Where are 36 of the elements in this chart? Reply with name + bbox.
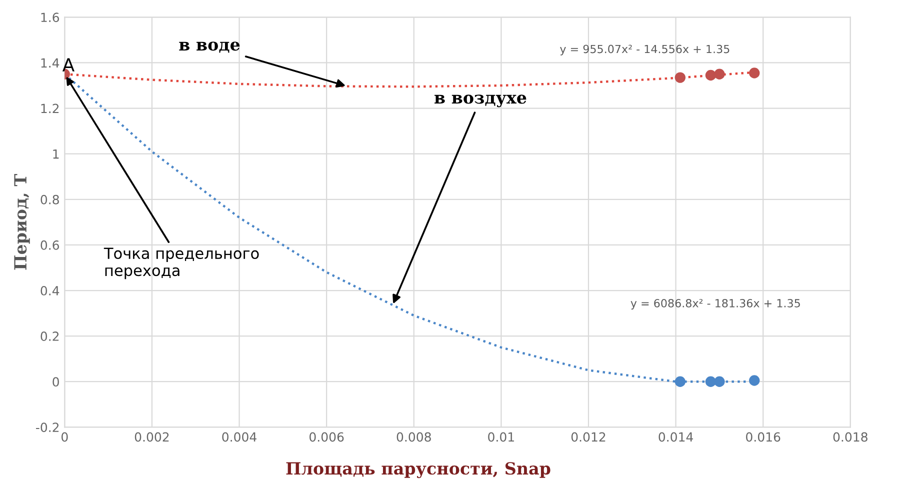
x-tick-label: 0.008 [396,432,431,442]
y-tick-label: 0.2 [40,332,59,341]
y-tick-label: 0.8 [40,194,59,204]
point [705,70,716,81]
point [749,68,760,78]
x-tick-label: 0.004 [222,432,256,442]
x-axis-title: Площадь парусности, Snap [286,462,550,478]
point [749,375,760,386]
point [705,376,716,387]
point [674,376,686,387]
y-tick-label: 1.6 [41,12,60,22]
y-tick-label: 1.4 [41,58,60,68]
y-tick-label: 0.6 [40,240,60,250]
x-tick-label: 0.012 [571,432,606,442]
point [674,72,686,83]
y-axis-title: Период, T [14,174,30,270]
x-tick-label: 0.01 [488,432,514,442]
annotation: в воде [179,42,240,53]
x-tick-label: 0.016 [746,432,780,442]
y-tick-label: -0.2 [36,422,59,432]
y-tick-label: 1.2 [41,104,59,114]
annotation: y = 955.07x² - 14.556x + 1.35 [560,44,730,56]
x-tick-label: 0.002 [134,432,169,442]
annotation: Точка предельного перехода [104,248,259,280]
point [714,376,725,387]
y-tick-label: 0 [52,377,59,387]
x-tick-label: 0.018 [833,432,868,442]
point [714,68,725,80]
annotation: y = 6086.8x² - 181.36x + 1.35 [630,298,800,310]
annotation: A [62,58,74,72]
x-tick-label: 0 [62,432,68,442]
x-tick-label: 0.006 [310,432,344,442]
annotation: в воздухе [434,94,526,108]
y-tick-label: 0.4 [40,286,60,296]
y-tick-label: 1 [53,149,59,159]
x-tick-label: 0.014 [658,432,693,442]
